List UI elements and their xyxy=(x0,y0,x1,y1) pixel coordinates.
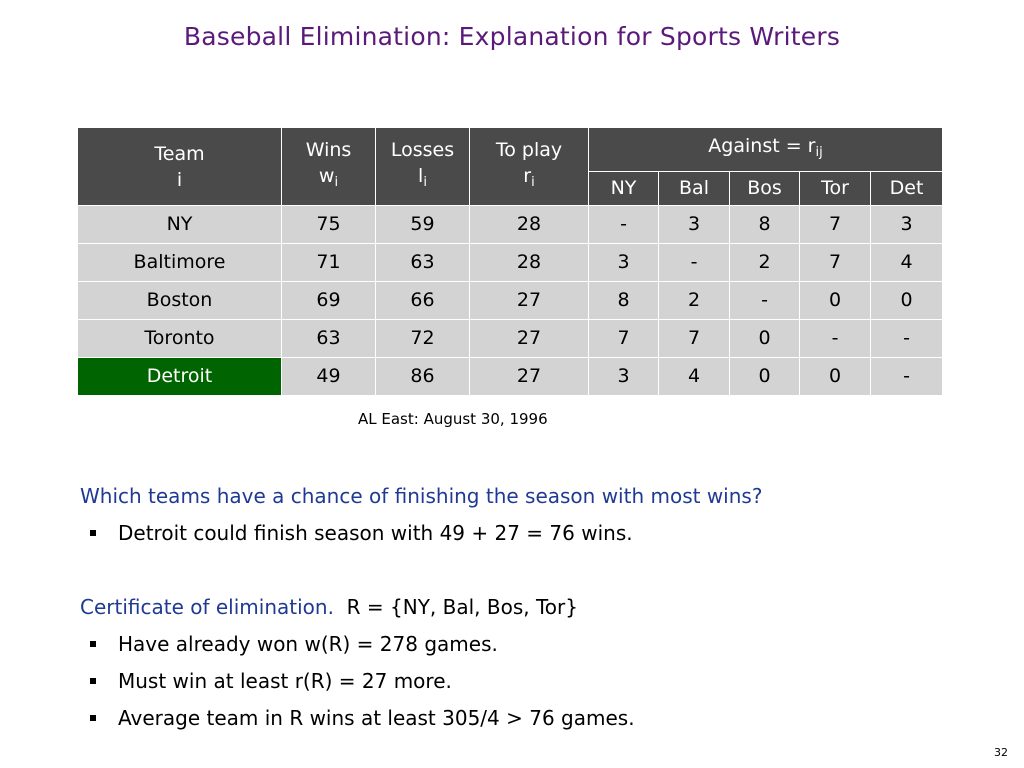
slide-title: Baseball Elimination: Explanation for Sp… xyxy=(183,22,841,51)
against-cell: 2 xyxy=(729,243,800,282)
losses-cell: 72 xyxy=(375,319,470,358)
losses-cell: 59 xyxy=(375,205,470,244)
header-opp-ny: NY xyxy=(588,171,659,206)
against-cell: 3 xyxy=(588,357,659,396)
wins-cell: 75 xyxy=(281,205,376,244)
against-cell: 4 xyxy=(658,357,730,396)
header-toplay-symbol: r xyxy=(523,165,532,187)
question-text: Which teams have a chance of finishing t… xyxy=(80,484,763,508)
header-wins-index: i xyxy=(334,175,339,190)
against-cell: - xyxy=(869,357,944,396)
toplay-cell: 28 xyxy=(469,205,589,244)
losses-cell: 86 xyxy=(375,357,470,396)
table-row-baltimore: Baltimore 71 63 28 3 - 2 7 4 xyxy=(77,243,944,282)
header-wins-label: Wins xyxy=(305,139,352,161)
header-against: Against = rij xyxy=(587,127,944,172)
toplay-cell: 27 xyxy=(469,357,589,396)
against-cell: - xyxy=(799,319,871,358)
wins-cell: 49 xyxy=(281,357,376,396)
table-caption: AL East: August 30, 1996 xyxy=(358,410,548,428)
header-team-sub: i xyxy=(176,168,183,191)
against-cell: 7 xyxy=(799,243,871,282)
against-cell: 0 xyxy=(869,281,944,320)
table-row-boston: Boston 69 66 27 8 2 - 0 0 xyxy=(77,281,944,320)
header-losses-index: i xyxy=(423,175,427,190)
header-losses-label: Losses xyxy=(390,139,455,161)
bullet-icon xyxy=(90,529,96,536)
losses-cell: 66 xyxy=(375,281,470,320)
wins-cell: 63 xyxy=(281,319,376,358)
against-cell: 7 xyxy=(658,319,730,358)
against-cell: 3 xyxy=(588,243,659,282)
bullet-item: Average team in R wins at least 305/4 > … xyxy=(90,706,635,730)
header-toplay: To play ri xyxy=(469,127,589,206)
header-against-label: Against = r xyxy=(708,135,816,157)
against-cell: 8 xyxy=(588,281,659,320)
bullet-icon xyxy=(90,714,96,721)
team-cell-highlighted: Detroit xyxy=(77,357,282,396)
against-cell: 0 xyxy=(799,357,871,396)
against-cell: 0 xyxy=(729,319,800,358)
team-cell: Baltimore xyxy=(77,243,282,282)
against-cell: 0 xyxy=(799,281,871,320)
against-cell: 0 xyxy=(729,357,800,396)
header-wins-symbol: w xyxy=(318,165,335,187)
against-cell: - xyxy=(869,319,944,358)
header-opp-bos: Bos xyxy=(729,171,800,206)
against-cell: 7 xyxy=(588,319,659,358)
header-toplay-label: To play xyxy=(495,139,563,161)
losses-cell: 63 xyxy=(375,243,470,282)
toplay-cell: 28 xyxy=(469,243,589,282)
against-cell: - xyxy=(588,205,659,244)
team-cell: Boston xyxy=(77,281,282,320)
header-opp-det: Det xyxy=(869,171,944,206)
header-wins: Wins wi xyxy=(281,127,376,206)
bullet-text: Must win at least r(R) = 27 more. xyxy=(118,669,452,693)
toplay-cell: 27 xyxy=(469,281,589,320)
header-opp-bal: Bal xyxy=(658,171,730,206)
against-cell: 3 xyxy=(658,205,730,244)
against-cell: 4 xyxy=(869,243,944,282)
against-cell: - xyxy=(729,281,800,320)
standings-table: Team i Wins wi Losses li To play ri Agai… xyxy=(77,127,944,396)
against-cell: 3 xyxy=(869,205,944,244)
bullet-item: Must win at least r(R) = 27 more. xyxy=(90,669,452,693)
header-losses: Losses li xyxy=(375,127,470,206)
table-row-ny: NY 75 59 28 - 3 8 7 3 xyxy=(77,205,944,244)
toplay-cell: 27 xyxy=(469,319,589,358)
certificate-set: R = {NY, Bal, Bos, Tor} xyxy=(346,595,578,619)
team-cell: Toronto xyxy=(77,319,282,358)
header-against-index: ij xyxy=(815,145,823,160)
header-opp-tor: Tor xyxy=(799,171,871,206)
against-cell: 8 xyxy=(729,205,800,244)
header-team: Team i xyxy=(77,127,282,206)
certificate-line: Certificate of elimination. R = {NY, Bal… xyxy=(80,595,578,619)
header-team-label: Team xyxy=(154,142,205,165)
team-cell: NY xyxy=(77,205,282,244)
bullet-text: Detroit could finish season with 49 + 27… xyxy=(118,521,633,545)
certificate-label: Certificate of elimination. xyxy=(80,595,334,619)
wins-cell: 69 xyxy=(281,281,376,320)
bullet-item: Have already won w(R) = 278 games. xyxy=(90,632,498,656)
bullet-item: Detroit could finish season with 49 + 27… xyxy=(90,521,633,545)
bullet-icon xyxy=(90,677,96,684)
against-cell: - xyxy=(658,243,730,282)
table-row-detroit: Detroit 49 86 27 3 4 0 0 - xyxy=(77,357,944,396)
bullet-icon xyxy=(90,640,96,647)
page-number: 32 xyxy=(994,746,1008,759)
bullet-text: Have already won w(R) = 278 games. xyxy=(118,632,498,656)
table-row-toronto: Toronto 63 72 27 7 7 0 - - xyxy=(77,319,944,358)
header-toplay-index: i xyxy=(531,175,535,190)
wins-cell: 71 xyxy=(281,243,376,282)
bullet-text: Average team in R wins at least 305/4 > … xyxy=(118,706,635,730)
against-cell: 2 xyxy=(658,281,730,320)
header-losses-symbol: l xyxy=(418,165,424,187)
against-cell: 7 xyxy=(799,205,871,244)
